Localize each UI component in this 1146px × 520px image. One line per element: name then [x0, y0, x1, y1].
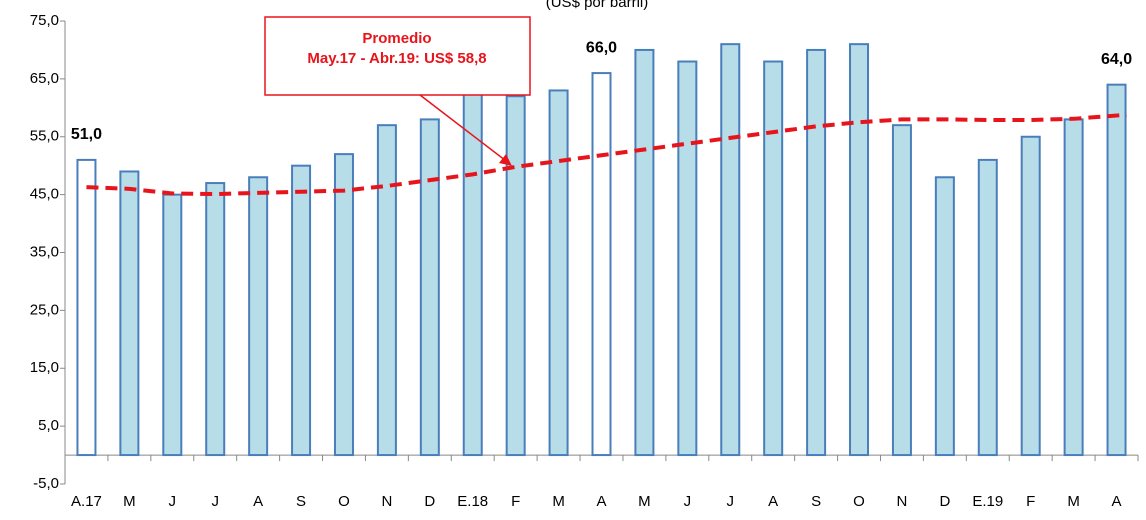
bar: [76, 158, 97, 457]
bar: [977, 158, 998, 457]
y-tick-label: 65,0: [30, 70, 59, 87]
x-tick-label: M: [552, 493, 565, 510]
x-tick-label: E.18: [457, 493, 488, 510]
x-tick-label: D: [424, 493, 435, 510]
bar: [205, 182, 226, 457]
x-tick-label: E.19: [972, 493, 1003, 510]
x-tick-label: S: [296, 493, 306, 510]
x-tick-label: F: [511, 493, 520, 510]
data-label: 51,0: [71, 126, 102, 143]
y-tick-label: 75,0: [30, 12, 59, 29]
x-tick-label: D: [939, 493, 950, 510]
x-tick-label: M: [1067, 493, 1080, 510]
x-tick-label: O: [853, 493, 865, 510]
bar: [419, 118, 440, 457]
bar: [1020, 135, 1041, 457]
bar: [1106, 83, 1127, 457]
x-tick-label: A: [1112, 493, 1122, 510]
data-label: 64,0: [1101, 51, 1132, 68]
bar: [548, 89, 569, 457]
bar: [591, 72, 612, 457]
bar: [162, 193, 183, 457]
chart-subtitle: (US$ por barril): [546, 0, 649, 11]
bar: [291, 164, 312, 457]
annotation-text: Promedio: [362, 30, 431, 47]
y-tick-label: 55,0: [30, 128, 59, 145]
x-tick-label: J: [211, 493, 219, 510]
y-tick-label: 25,0: [30, 301, 59, 318]
y-tick-label: 15,0: [30, 359, 59, 376]
x-tick-label: N: [897, 493, 908, 510]
annotation-text: May.17 - Abr.19: US$ 58,8: [307, 50, 486, 67]
data-label: 66,0: [586, 39, 617, 56]
bar: [934, 176, 955, 457]
bar: [119, 170, 140, 457]
x-tick-label: S: [811, 493, 821, 510]
annotation-arrow: [419, 94, 511, 165]
x-tick-label: J: [727, 493, 735, 510]
trend-line: [86, 112, 1127, 197]
x-tick-label: A: [768, 493, 778, 510]
x-tick-label: J: [169, 493, 177, 510]
bar: [720, 43, 741, 457]
y-tick-label: -5,0: [33, 475, 59, 492]
bar: [677, 60, 698, 457]
annotation-box: [264, 16, 531, 96]
bar: [806, 48, 827, 457]
bar: [505, 95, 526, 457]
y-tick-label: 35,0: [30, 243, 59, 260]
x-tick-label: O: [338, 493, 350, 510]
annotation-arrowhead: [499, 154, 512, 166]
bar: [849, 43, 870, 457]
x-tick-label: M: [123, 493, 136, 510]
bar: [333, 153, 354, 457]
x-tick-label: N: [381, 493, 392, 510]
x-tick-label: A: [253, 493, 263, 510]
bar: [763, 60, 784, 457]
x-tick-label: M: [638, 493, 651, 510]
x-tick-label: A: [596, 493, 606, 510]
x-tick-label: J: [684, 493, 692, 510]
y-tick-label: 45,0: [30, 186, 59, 203]
bar: [891, 124, 912, 457]
y-tick-label: 5,0: [38, 417, 59, 434]
bar: [1063, 118, 1084, 457]
bar: [376, 124, 397, 457]
bar: [634, 48, 655, 457]
bar: [248, 176, 269, 457]
x-tick-label: A.17: [71, 493, 102, 510]
x-tick-label: F: [1026, 493, 1035, 510]
